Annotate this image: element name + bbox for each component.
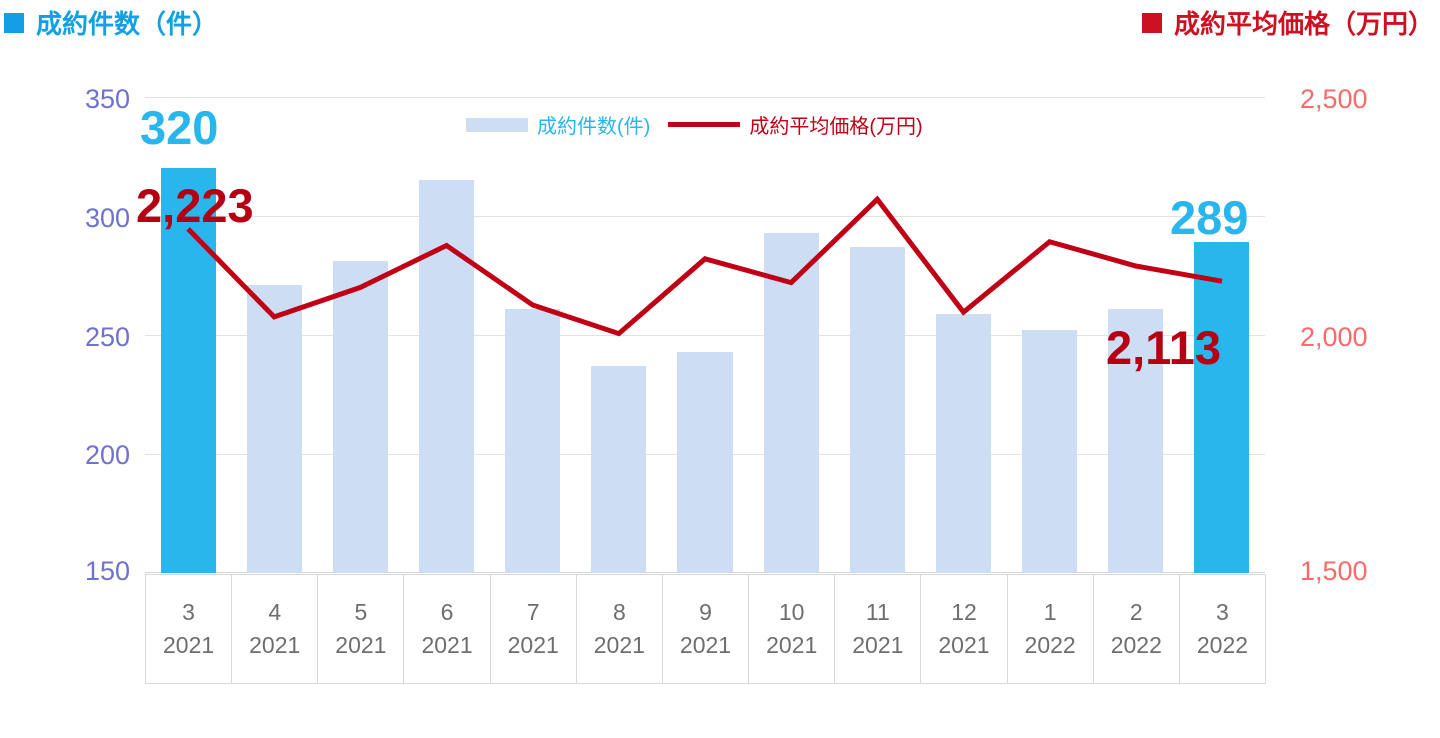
x-axis-cell-3[interactable]: 6 2021: [404, 574, 491, 683]
x-axis-table: 3 2021 4 2021 5 2021 6 2021 7 2021 8 2021 9 2021 10 202…: [145, 574, 1267, 683]
x-axis-year-label: 2021: [766, 631, 818, 658]
right-axis-title: 成約平均価格（万円）: [1141, 4, 1434, 41]
x-axis-year-label: 2021: [507, 631, 559, 658]
legend-bar-label: 成約件数(件): [537, 116, 651, 138]
legend-bar-swatch-icon: [466, 117, 528, 132]
x-axis-year-label: 2021: [852, 631, 904, 658]
bar-3-2021[interactable]: [160, 168, 216, 573]
bar-10-2021[interactable]: [763, 232, 819, 573]
x-axis-year-label: 2021: [421, 631, 473, 658]
x-axis-month-label: 8: [612, 598, 626, 625]
legend-line-label: 成約平均価格(万円): [749, 116, 923, 138]
x-axis-cell-10[interactable]: 1 2022: [1008, 574, 1094, 683]
x-axis-month-label: 10: [778, 598, 805, 625]
x-axis-year-label: 2021: [249, 631, 301, 658]
right-axis-title-label: 成約平均価格（万円）: [1173, 9, 1434, 39]
x-axis-cell-1[interactable]: 4 2021: [232, 574, 319, 683]
y-right-tick-2500: 2,500: [1300, 84, 1368, 114]
x-axis-bottom-border: [145, 683, 1266, 684]
x-axis-month-label: 4: [268, 598, 282, 625]
bar-5-2021[interactable]: [332, 261, 388, 573]
y-left-tick-250: 250: [84, 322, 130, 352]
y-right-tick-2000: 2,000: [1300, 322, 1368, 352]
x-axis-month-label: 6: [440, 598, 454, 625]
x-axis-cell-2[interactable]: 5 2021: [318, 574, 405, 683]
x-axis-year-label: 2022: [1110, 631, 1162, 658]
x-axis-year-label: 2021: [938, 631, 990, 658]
gridline-250: [145, 335, 1265, 336]
x-axis-cell-6[interactable]: 9 2021: [663, 574, 750, 683]
x-axis-year-label: 2022: [1196, 631, 1249, 658]
bar-2-2022[interactable]: [1108, 308, 1164, 573]
bar-1-2022[interactable]: [1022, 330, 1078, 573]
x-axis-month-label: 1: [1043, 598, 1057, 625]
x-axis-month-label: 7: [526, 598, 540, 625]
legend-item-bars[interactable]: 成約件数(件): [466, 110, 650, 139]
gridline-300: [145, 216, 1265, 217]
x-axis-year-label: 2021: [162, 631, 215, 658]
x-axis-cell-7[interactable]: 10 2021: [749, 574, 836, 683]
x-axis-cell-11[interactable]: 2 2022: [1094, 574, 1180, 683]
bar-11-2021[interactable]: [849, 246, 905, 573]
x-axis-month-label: 2: [1129, 598, 1143, 625]
x-axis-month-label: 11: [865, 598, 890, 625]
bar-4-2021[interactable]: [246, 285, 302, 573]
bar-3-2022[interactable]: [1194, 242, 1250, 573]
x-axis-cell-12[interactable]: 3 2022: [1180, 574, 1267, 683]
x-axis-month-label: 12: [951, 598, 977, 625]
gridline-350: [145, 97, 1265, 98]
x-axis-cell-8[interactable]: 11 2021: [835, 574, 922, 683]
x-axis-cell-9[interactable]: 12 2021: [921, 574, 1008, 683]
annotation-last-line-value: 2,113: [1106, 321, 1222, 374]
x-axis-year-label: 2021: [593, 631, 645, 658]
legend-item-line[interactable]: 成約平均価格(万円): [668, 110, 923, 139]
x-axis-top-border: [145, 574, 1266, 575]
y-left-tick-200: 200: [84, 440, 130, 470]
x-axis-month-label: 3: [182, 598, 195, 625]
x-axis-month-label: 9: [699, 598, 712, 625]
red-square-icon: [1141, 12, 1162, 33]
legend-line-swatch-icon: [668, 122, 741, 127]
x-axis-month-label: 3: [1216, 598, 1229, 625]
bar-9-2021[interactable]: [677, 351, 733, 573]
annotation-first-line-value: 2,223: [136, 179, 254, 232]
y-left-tick-150: 150: [84, 556, 130, 586]
line-series: [186, 195, 1223, 337]
bar-12-2021[interactable]: [935, 313, 992, 573]
plot-area: [145, 97, 1265, 573]
bar-7-2021[interactable]: [505, 308, 561, 573]
annotation-last-bar-value: 289: [1170, 191, 1249, 244]
x-axis-year-label: 2022: [1024, 631, 1076, 658]
chart-legend: 成約件数(件) 成約平均価格(万円): [466, 110, 923, 139]
annotation-first-bar-value: 320: [140, 101, 219, 154]
y-left-tick-300: 300: [84, 203, 130, 233]
x-axis-cell-4[interactable]: 7 2021: [491, 574, 577, 683]
x-axis-cell-0[interactable]: 3 2021: [146, 574, 233, 683]
blue-square-icon: [4, 12, 24, 33]
bar-8-2021[interactable]: [591, 365, 647, 573]
left-axis-title-label: 成約件数（件）: [36, 9, 219, 39]
x-axis-year-label: 2021: [679, 631, 732, 658]
y-left-tick-350: 350: [84, 84, 130, 114]
x-axis-cell-5[interactable]: 8 2021: [577, 574, 663, 683]
x-axis-month-label: 5: [354, 598, 368, 625]
left-axis-title: 成約件数（件）: [4, 4, 218, 41]
y-right-tick-1500: 1,500: [1300, 556, 1368, 586]
x-axis-year-label: 2021: [335, 631, 387, 658]
